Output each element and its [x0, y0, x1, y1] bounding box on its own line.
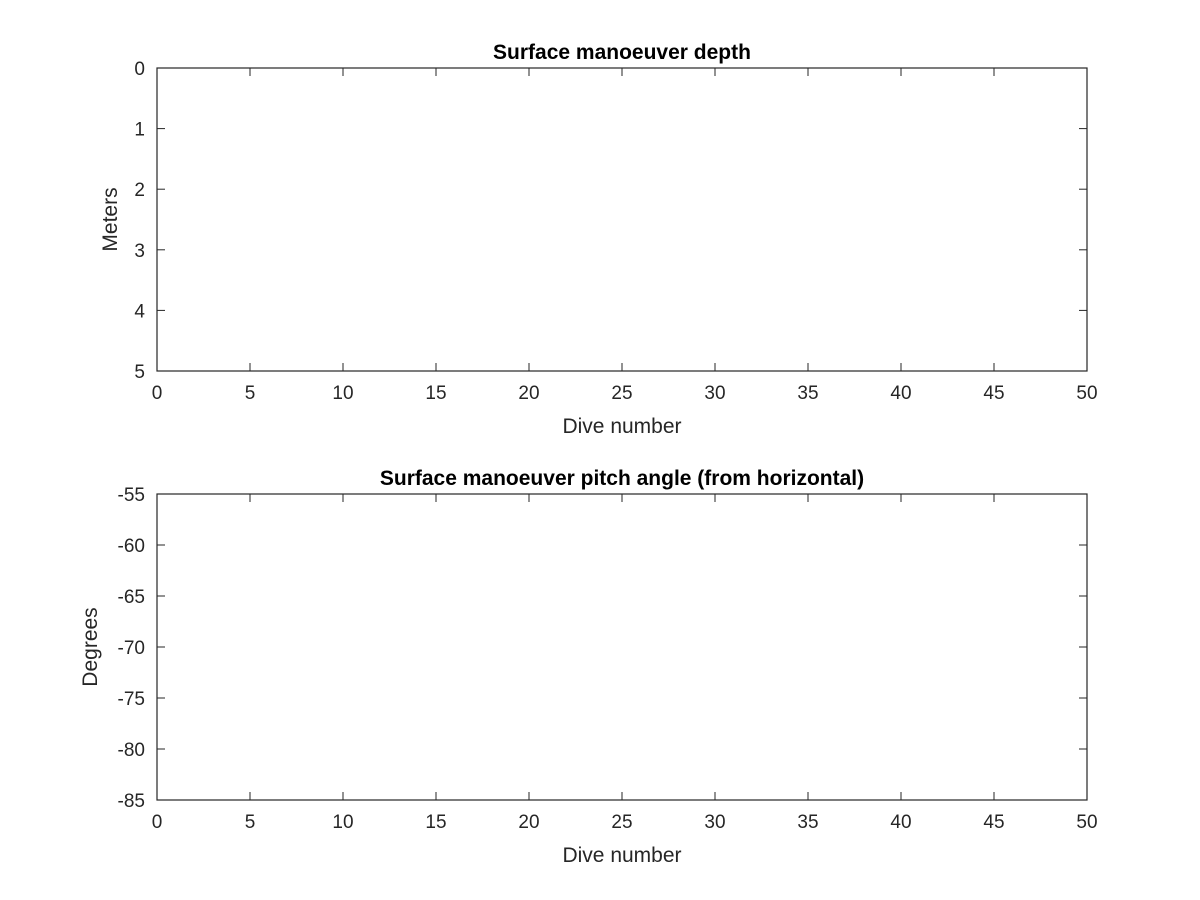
- pitch-y-tick-label: -55: [118, 485, 145, 506]
- pitch-x-tick-label: 5: [245, 812, 256, 833]
- depth-x-tick-label: 25: [611, 383, 632, 404]
- depth-x-tick-label: 40: [890, 383, 911, 404]
- depth-x-tick-label: 50: [1076, 383, 1097, 404]
- depth-y-tick-label: 0: [134, 59, 145, 80]
- depth-x-tick-label: 35: [797, 383, 818, 404]
- pitch-x-tick-label: 50: [1076, 812, 1097, 833]
- depth-y-tick-label: 4: [134, 301, 145, 322]
- depth-x-tick-label: 10: [332, 383, 353, 404]
- pitch-x-tick-label: 30: [704, 812, 725, 833]
- depth-y-tick-label: 5: [134, 362, 145, 383]
- pitch-y-tick-label: -65: [118, 587, 145, 608]
- pitch-y-axis-label: Degrees: [79, 607, 102, 686]
- pitch-y-tick-label: -85: [118, 791, 145, 812]
- pitch-x-tick-label: 20: [518, 812, 539, 833]
- pitch-y-tick-label: -75: [118, 689, 145, 710]
- depth-chart-title: Surface manoeuver depth: [493, 41, 751, 64]
- pitch-x-tick-label: 0: [152, 812, 163, 833]
- pitch-x-tick-label: 35: [797, 812, 818, 833]
- depth-x-tick-label: 20: [518, 383, 539, 404]
- depth-x-tick-label: 5: [245, 383, 256, 404]
- depth-y-axis-label: Meters: [99, 187, 122, 251]
- depth-x-axis-label: Dive number: [562, 415, 681, 438]
- pitch-x-tick-label: 15: [425, 812, 446, 833]
- pitch-x-tick-label: 45: [983, 812, 1004, 833]
- depth-y-tick-label: 3: [134, 241, 145, 262]
- pitch-x-tick-label: 40: [890, 812, 911, 833]
- pitch-y-tick-label: -70: [118, 638, 145, 659]
- depth-x-tick-label: 15: [425, 383, 446, 404]
- pitch-chart-title: Surface manoeuver pitch angle (from hori…: [380, 467, 864, 490]
- pitch-x-axis-label: Dive number: [562, 844, 681, 867]
- pitch-y-tick-label: -80: [118, 740, 145, 761]
- pitch-axes-box: [156, 493, 1088, 801]
- pitch-x-tick-label: 25: [611, 812, 632, 833]
- pitch-axes: 0 5 10 15 20 25 30 35 40 45 50 -55 -60 -65 -70 -75 -80 -8…: [79, 467, 1098, 867]
- depth-y-tick-label: 1: [134, 120, 145, 141]
- depth-x-tick-label: 0: [152, 383, 163, 404]
- pitch-y-tick-label: -60: [118, 536, 145, 557]
- pitch-x-tick-label: 10: [332, 812, 353, 833]
- depth-x-tick-label: 45: [983, 383, 1004, 404]
- depth-x-tick-label: 30: [704, 383, 725, 404]
- depth-y-tick-label: 2: [134, 180, 145, 201]
- depth-axes-box: [156, 67, 1088, 372]
